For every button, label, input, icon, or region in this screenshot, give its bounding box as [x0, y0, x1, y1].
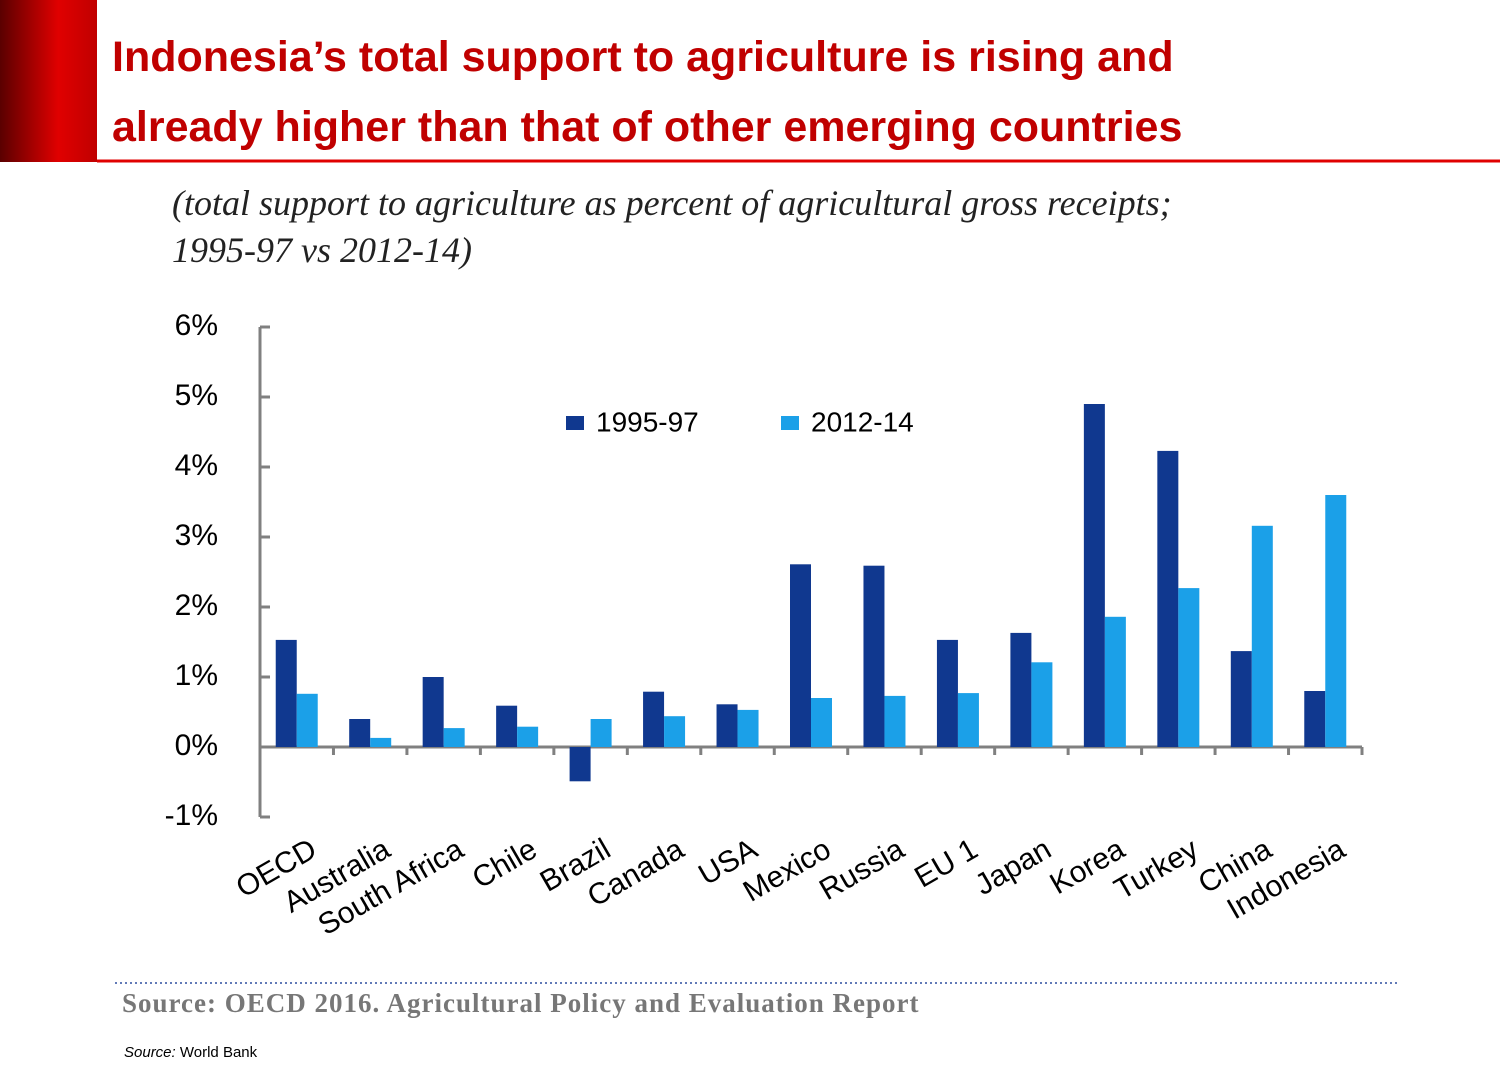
bar — [737, 709, 759, 747]
legend-swatch — [781, 416, 799, 430]
bar — [569, 747, 591, 782]
bar — [716, 704, 738, 747]
y-tick-label: -1% — [165, 799, 218, 832]
y-tick-label: 4% — [175, 449, 218, 482]
bar — [517, 726, 539, 747]
bar — [275, 639, 297, 747]
subtitle-line: 1995-97 vs 2012-14) — [172, 230, 472, 270]
bar — [370, 737, 392, 747]
bar — [811, 698, 832, 747]
y-tick-label: 6% — [175, 309, 218, 342]
bar — [1031, 662, 1053, 747]
accent-bar — [0, 0, 97, 162]
bar — [443, 728, 465, 747]
bar — [1010, 632, 1032, 747]
bar — [1251, 525, 1273, 747]
legend-label: 1995-97 — [596, 406, 699, 437]
bar — [884, 695, 906, 747]
title-line: already higher than that of other emergi… — [112, 103, 1182, 151]
source-note: Source: OECD 2016. Agricultural Policy a… — [122, 988, 920, 1018]
bar — [1083, 404, 1105, 747]
bar — [790, 564, 811, 747]
bar — [1325, 495, 1347, 747]
x-tick-label: Russia — [814, 832, 910, 907]
bar — [1230, 651, 1252, 747]
y-tick-label: 5% — [175, 379, 218, 412]
legend-label: 2012-14 — [811, 406, 914, 437]
bar — [664, 716, 686, 747]
bar — [1104, 616, 1126, 747]
bar — [422, 677, 444, 747]
y-tick-label: 3% — [175, 519, 218, 552]
bar — [349, 719, 371, 747]
x-tick-label: Chile — [467, 832, 543, 895]
bar — [1304, 691, 1326, 747]
subtitle-line: (total support to agriculture as percent… — [172, 183, 1172, 223]
x-tick-label: Turkey — [1109, 832, 1204, 906]
bar — [496, 705, 518, 747]
y-tick-label: 0% — [175, 729, 218, 762]
bar — [590, 719, 612, 747]
title-line: Indonesia’s total support to agriculture… — [112, 33, 1174, 81]
y-tick-label: 2% — [175, 589, 218, 622]
x-tick-label: Japan — [970, 832, 1057, 901]
legend-swatch — [566, 416, 584, 430]
footer-label: Source: — [124, 1044, 176, 1061]
bar — [863, 565, 885, 747]
bar — [296, 693, 318, 747]
footer: Source: World Bank — [124, 1044, 258, 1061]
bar — [936, 639, 958, 747]
bar — [1157, 450, 1179, 747]
bar — [957, 693, 979, 747]
footer-text: World Bank — [180, 1044, 258, 1061]
bar — [1178, 588, 1200, 747]
bar — [643, 691, 665, 747]
y-tick-label: 1% — [175, 659, 218, 692]
x-tick-label: EU 1 — [909, 832, 983, 894]
